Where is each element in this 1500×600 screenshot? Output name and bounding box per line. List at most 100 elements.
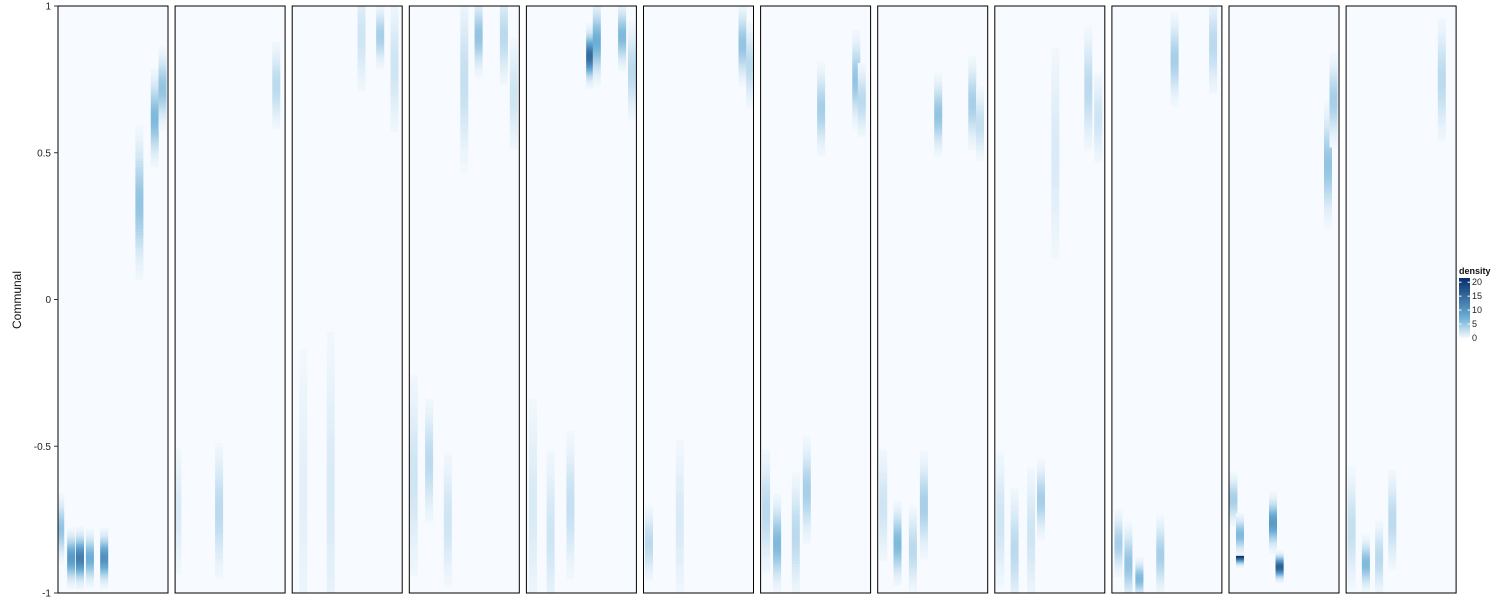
heat-cell	[1361, 575, 1370, 577]
heat-cell	[1361, 540, 1370, 542]
heat-cell	[893, 514, 902, 518]
heat-cell	[67, 553, 76, 555]
heat-cell	[934, 149, 943, 152]
legend-swatch	[1459, 297, 1470, 300]
heat-cell	[67, 549, 76, 552]
heat-cell	[1114, 562, 1123, 565]
heat-cell	[1037, 472, 1045, 475]
heat-cell	[546, 481, 555, 487]
heat-cell	[645, 573, 653, 576]
heat-cell	[409, 401, 418, 408]
heat-cell	[976, 135, 984, 138]
heat-cell	[1114, 513, 1123, 516]
heat-cell	[1084, 120, 1093, 124]
heat-cell	[675, 484, 684, 490]
heat-cell	[76, 533, 84, 535]
heat-cell	[773, 528, 782, 532]
heat-cell	[1236, 555, 1244, 557]
heat-cell	[934, 93, 943, 96]
heat-cell	[409, 443, 418, 450]
heat-cell	[499, 42, 508, 46]
heat-cell	[1094, 105, 1103, 109]
heat-cell	[746, 46, 754, 49]
heat-cell	[976, 116, 984, 119]
heat-cell	[968, 61, 977, 65]
heat-cell	[150, 115, 159, 118]
heat-cell	[628, 44, 636, 48]
heat-cell	[1437, 64, 1446, 69]
heat-cell	[1170, 87, 1179, 91]
heat-cell	[675, 590, 684, 594]
heat-cell	[675, 528, 684, 534]
heat-cell	[299, 349, 308, 359]
heat-cell	[100, 566, 109, 568]
heat-cell	[376, 57, 385, 60]
heat-cell	[390, 106, 399, 111]
heat-cell	[135, 234, 144, 239]
heat-cell	[1236, 556, 1244, 558]
heat-cell	[1347, 484, 1356, 488]
heat-cell	[817, 151, 826, 155]
heat-cell	[529, 540, 537, 547]
heat-cell	[546, 450, 555, 456]
heat-cell	[1375, 559, 1384, 562]
heat-cell	[76, 529, 84, 532]
heat-cell	[919, 497, 928, 501]
heat-cell	[1051, 176, 1060, 183]
heat-cell	[1324, 188, 1332, 192]
heat-cell	[919, 472, 928, 475]
heat-cell	[1375, 524, 1384, 527]
heat-cell	[628, 42, 636, 46]
heat-cell	[857, 69, 866, 73]
heat-cell	[1124, 547, 1133, 550]
heat-cell	[1135, 565, 1144, 567]
heat-cell	[908, 514, 917, 517]
heat-cell	[546, 551, 555, 557]
heat-cell	[215, 484, 224, 489]
heat-cell	[272, 79, 281, 82]
heat-cell	[85, 567, 94, 569]
panel-background	[58, 6, 168, 593]
heat-cell	[443, 516, 452, 521]
heat-cell	[738, 63, 747, 66]
heat-cell	[1236, 531, 1244, 533]
heat-cell	[592, 11, 601, 14]
heat-cell	[586, 58, 595, 60]
heat-cell	[215, 468, 224, 473]
heat-cell	[976, 98, 984, 101]
heat-cell	[1037, 469, 1045, 472]
heat-cell	[135, 150, 144, 155]
heat-cell	[460, 136, 469, 142]
heat-cell	[1037, 463, 1045, 467]
heat-cell	[893, 550, 902, 553]
heat-cell	[443, 473, 452, 478]
panel-border	[525, 5, 637, 594]
heat-cell	[326, 375, 335, 386]
heat-cell	[791, 502, 800, 506]
heat-cell	[376, 52, 385, 55]
heat-cell	[1135, 558, 1144, 560]
heat-cell	[1229, 506, 1238, 508]
heat-cell	[1084, 91, 1093, 95]
heat-cell	[1170, 19, 1179, 23]
heat-cell	[738, 35, 747, 38]
heat-cell	[1156, 560, 1165, 563]
heat-cell	[746, 87, 754, 90]
heat-cell	[135, 273, 144, 278]
heat-cell	[158, 86, 167, 89]
heat-cell	[908, 575, 917, 579]
heat-cell	[592, 39, 601, 42]
heat-cell	[791, 540, 800, 544]
heat-cell	[443, 565, 452, 570]
heat-cell	[1027, 558, 1036, 563]
legend-label: 0	[1472, 333, 1477, 343]
heat-cell	[934, 105, 943, 108]
heat-cell	[1275, 566, 1284, 568]
heat-cell	[1236, 530, 1244, 533]
legend-swatch	[1459, 332, 1470, 334]
heat-cell	[1084, 108, 1093, 113]
heat-cell	[460, 145, 469, 151]
heat-cell	[1094, 124, 1103, 128]
heat-cell	[425, 463, 434, 468]
heat-cell	[509, 94, 518, 98]
